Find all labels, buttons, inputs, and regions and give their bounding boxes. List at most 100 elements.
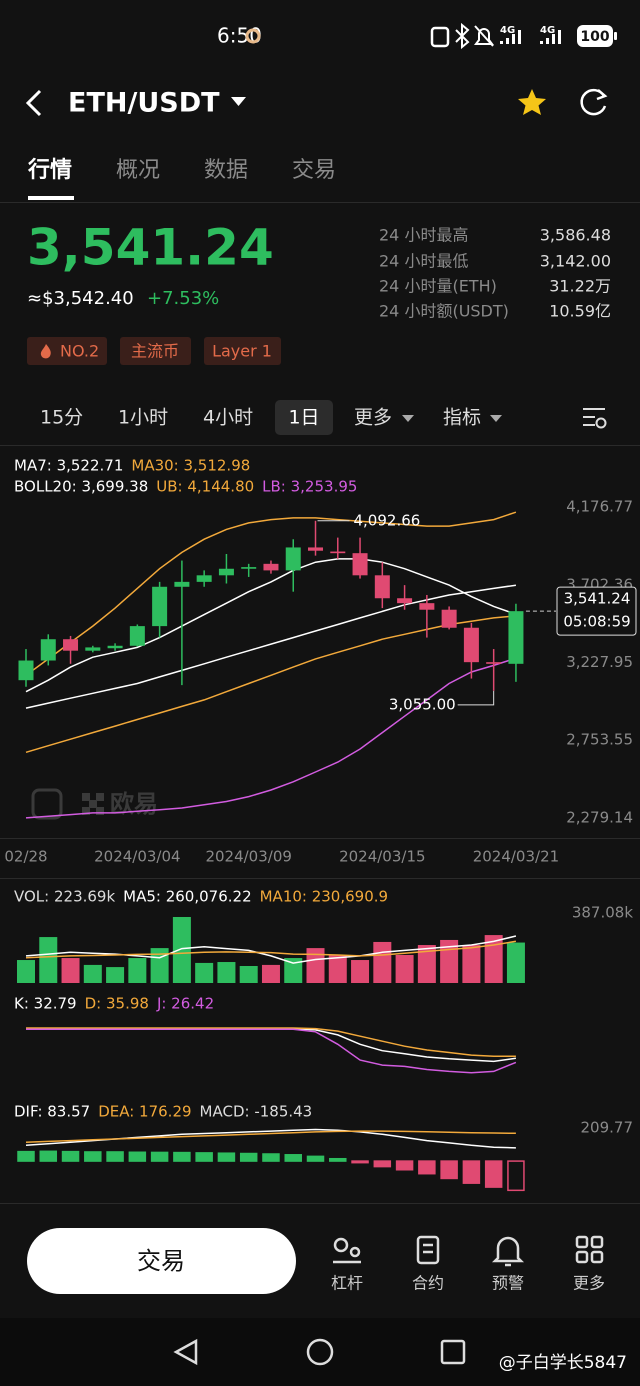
- battery-tip: [614, 32, 617, 40]
- action-label[interactable]: 预警: [492, 1274, 524, 1293]
- indicators[interactable]: 指标: [443, 407, 481, 429]
- candle-body: [419, 603, 435, 610]
- divider: [0, 878, 640, 879]
- status-time: 6:50: [217, 24, 262, 48]
- divider: [0, 838, 640, 839]
- more-timeframes[interactable]: 更多: [354, 407, 392, 429]
- pair-dropdown[interactable]: [231, 97, 246, 106]
- network-label: 4G: [500, 25, 515, 36]
- tab-active[interactable]: 行情: [27, 157, 72, 183]
- stat-value: 3,586.48: [540, 226, 611, 245]
- leverage-icon[interactable]: [333, 1237, 349, 1253]
- action-label[interactable]: 合约: [412, 1274, 444, 1293]
- refresh-button[interactable]: [580, 88, 608, 116]
- action-label[interactable]: 杠杆: [331, 1274, 363, 1293]
- timeframe[interactable]: 4小时: [203, 407, 253, 429]
- volume-bar: [351, 960, 370, 983]
- timeframe[interactable]: 15分: [40, 407, 83, 429]
- macd-bar: [262, 1153, 280, 1162]
- settings-icon[interactable]: [583, 408, 605, 426]
- contract-icon[interactable]: [423, 1243, 433, 1254]
- nav-home[interactable]: [306, 1338, 334, 1366]
- nav-recent[interactable]: [440, 1339, 466, 1365]
- macd-bar: [484, 1160, 503, 1188]
- contract-icon[interactable]: [416, 1235, 440, 1265]
- legend-label: K: 32.79: [14, 995, 77, 1013]
- tab[interactable]: 交易: [292, 158, 336, 183]
- indicator-line: [26, 1028, 517, 1074]
- more-icon[interactable]: [590, 1250, 604, 1264]
- candle-body: [352, 553, 368, 576]
- action-label[interactable]: 更多: [573, 1274, 605, 1293]
- y-tick-label: 2,753.55: [566, 731, 633, 749]
- macd-bar: [418, 1160, 436, 1175]
- volume-bar: [61, 958, 80, 983]
- tab[interactable]: 数据: [204, 158, 248, 183]
- candle-body: [241, 567, 257, 569]
- volume-bar: [217, 962, 236, 983]
- volume-bar: [328, 954, 347, 983]
- divider: [0, 202, 640, 203]
- trade-button[interactable]: [27, 1228, 296, 1294]
- volume-bar: [284, 958, 303, 983]
- alert-icon[interactable]: [491, 1236, 525, 1267]
- nav-bar: [0, 1318, 640, 1386]
- macd-bar: [195, 1152, 213, 1162]
- tag[interactable]: [120, 337, 191, 365]
- legend-label: MA30: 3,512.98: [131, 457, 250, 475]
- more-icon[interactable]: [575, 1250, 589, 1264]
- battery-level: 100: [580, 29, 609, 45]
- macd-bar: [173, 1151, 191, 1162]
- tab[interactable]: 概况: [116, 158, 160, 183]
- volume-bar: [239, 966, 258, 983]
- back-button[interactable]: [25, 89, 42, 117]
- legend-label: DEA: 176.29: [98, 1103, 191, 1121]
- settings-icon: [595, 417, 607, 429]
- leverage-icon[interactable]: [349, 1246, 361, 1258]
- macd-bar: [150, 1151, 169, 1162]
- stat-label: 24 小时最低: [379, 252, 468, 271]
- volume-bar: [417, 945, 436, 983]
- signal-icon: [540, 30, 561, 44]
- price-tag-countdown: 05:08:59: [563, 613, 630, 631]
- more-icon[interactable]: [590, 1235, 604, 1249]
- indicator-line: [26, 1027, 516, 1058]
- more-icon[interactable]: [575, 1235, 589, 1249]
- flame-icon: [40, 344, 51, 359]
- legend-label: MA10: 230,690.9: [260, 888, 388, 906]
- pair-title[interactable]: ETH/USDT: [68, 88, 220, 119]
- tag[interactable]: [204, 337, 281, 365]
- macd-bar: [373, 1160, 392, 1168]
- last-price: 3,541.24: [27, 219, 274, 277]
- volume-bar: [462, 945, 481, 983]
- volume-bar: [306, 948, 325, 983]
- status-icon: [245, 28, 261, 44]
- trade-button-label[interactable]: 交易: [137, 1247, 185, 1275]
- candle-body: [218, 568, 234, 576]
- stat-label: 24 小时最高: [379, 226, 468, 245]
- favorite-star[interactable]: [518, 89, 546, 115]
- timeframe[interactable]: 1小时: [118, 407, 168, 429]
- macd-bar: [395, 1160, 414, 1171]
- dropdown-arrow: [402, 415, 414, 422]
- nav-back[interactable]: [173, 1338, 198, 1366]
- indicator-line: [25, 558, 517, 693]
- indicator-line: [25, 1130, 516, 1143]
- tag-label[interactable]: 主流币: [131, 342, 179, 361]
- indicator-line: [25, 940, 517, 959]
- legend-label: MA5: 260,076.22: [123, 888, 251, 906]
- macd-bar: [17, 1150, 35, 1162]
- nfc-icon: [430, 26, 450, 48]
- tag-label[interactable]: Layer 1: [212, 342, 272, 361]
- kline-chart: 4,176.773,702.363,227.952,753.552,279.14…: [4, 457, 637, 1192]
- legend-label: VOL: 223.69k: [14, 888, 115, 906]
- network-label: 4G: [540, 25, 555, 36]
- macd-bar: [128, 1151, 147, 1162]
- macd-bar: [440, 1160, 458, 1180]
- candle-body: [63, 639, 79, 651]
- macd-bar: [106, 1151, 124, 1162]
- tag-label[interactable]: NO.2: [60, 342, 99, 361]
- timeframe-selected[interactable]: 1日: [288, 407, 319, 429]
